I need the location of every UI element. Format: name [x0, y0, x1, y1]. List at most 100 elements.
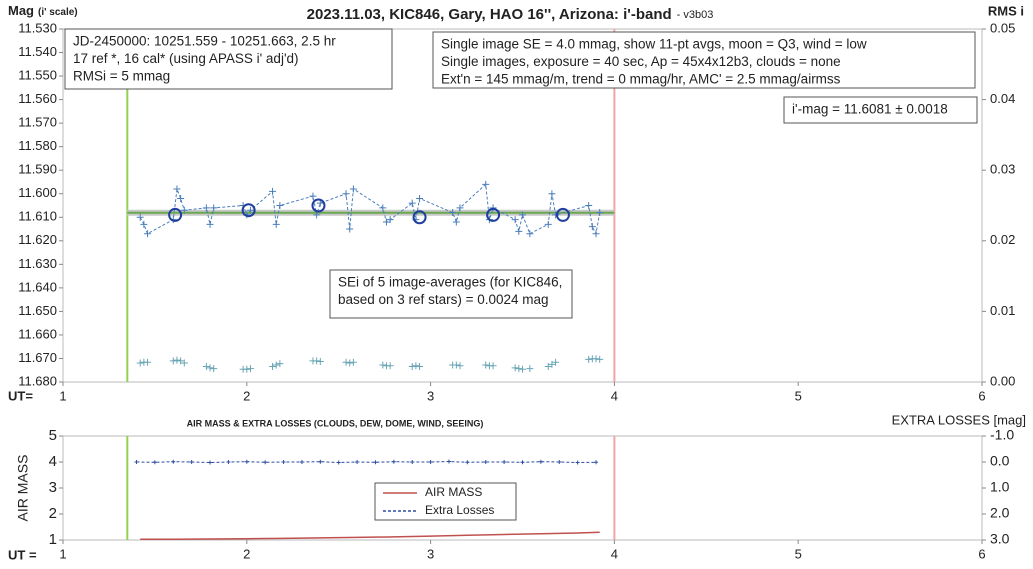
data-point [189, 460, 194, 464]
y2-tick-label: 0.00 [990, 373, 1015, 388]
data-point [456, 204, 464, 212]
annotation-text: based on 3 ref stars) = 0.0024 mag [338, 292, 549, 307]
data-point [177, 357, 185, 365]
data-point [313, 357, 321, 365]
data-point [412, 362, 420, 370]
y-tick-label: 5 [49, 427, 57, 444]
data-point [519, 365, 526, 373]
x-axis-label: UT = [8, 547, 37, 562]
data-point [452, 361, 460, 369]
annotation-text: i'-mag = 11.6081 ± 0.0018 [792, 102, 948, 117]
data-point [515, 365, 523, 373]
data-point [342, 358, 350, 366]
data-point [428, 460, 433, 464]
data-point [588, 223, 596, 231]
y2-tick-label: 1.0 [990, 479, 1010, 495]
data-point [136, 359, 144, 367]
data-point [144, 230, 152, 238]
data-point [408, 362, 416, 370]
annotation-text: RMSi = 5 mmag [73, 69, 170, 84]
data-point [276, 360, 284, 368]
data-point [596, 209, 604, 217]
y-tick-label: 11.640 [18, 279, 57, 294]
data-point [272, 220, 280, 228]
data-point [173, 356, 181, 364]
x-axis-label: UT= [8, 388, 33, 403]
data-point [246, 206, 254, 214]
annotation-text: JD-2450000: 10251.559 - 10251.663, 2.5 h… [73, 34, 336, 49]
title-text: 2023.11.03, KIC846, Gary, HAO 16'', Ariz… [307, 6, 672, 23]
data-point [410, 460, 415, 464]
average-point [241, 203, 256, 218]
x-tick-label: 6 [978, 388, 985, 403]
data-point [206, 364, 214, 372]
data-point [502, 460, 507, 464]
subtitle: - v3b03 [677, 9, 714, 21]
y2-tick-label: 0.02 [990, 232, 1015, 247]
data-point [386, 362, 394, 370]
data-point [309, 192, 317, 200]
data-point [316, 358, 324, 366]
plot-frame [62, 435, 983, 541]
data-point [585, 202, 593, 209]
data-point [243, 365, 251, 373]
y-tick-label: 4 [49, 453, 57, 470]
data-point [169, 357, 177, 365]
annotation-box [432, 31, 976, 89]
x-tick-label: 3 [427, 388, 434, 403]
y2-axis-label: RMS i [988, 3, 1024, 18]
data-point [134, 460, 139, 464]
annotation-box [329, 269, 573, 319]
x-tick-label: 4 [611, 546, 618, 561]
data-point [246, 365, 254, 373]
data-point [544, 220, 552, 228]
data-point [263, 460, 268, 465]
chart-title: AIR MASS & EXTRA LOSSES (CLOUDS, DEW, DO… [187, 418, 484, 428]
x-tick-label: 1 [59, 388, 66, 403]
data-point [313, 211, 321, 219]
data-point [483, 460, 488, 464]
series-line [140, 531, 600, 540]
data-point [594, 460, 599, 465]
data-point [173, 185, 181, 193]
data-point [244, 459, 249, 464]
data-point [382, 218, 390, 226]
data-point [391, 459, 396, 464]
data-point [520, 460, 525, 465]
data-point [342, 190, 350, 198]
y-tick-label: 11.650 [18, 303, 57, 318]
average-point [412, 210, 427, 225]
y-tick-label: 11.600 [18, 185, 57, 200]
data-point [482, 361, 490, 369]
data-point [548, 360, 556, 368]
data-point [386, 216, 394, 224]
data-point [269, 362, 277, 370]
data-point [177, 194, 185, 202]
data-point [226, 460, 231, 464]
y-tick-label: 11.620 [18, 232, 57, 247]
x-tick-label: 5 [795, 388, 802, 403]
data-point [416, 194, 424, 202]
data-point [349, 358, 357, 366]
data-point [538, 459, 543, 464]
y-tick-label: 11.610 [18, 209, 57, 224]
x-tick-label: 6 [978, 546, 985, 561]
y-axis-label: AIR MASS [15, 455, 31, 522]
data-point [416, 362, 424, 370]
y2-axis-label: EXTRA LOSSES [mag] [892, 412, 1026, 427]
data-point [526, 365, 534, 373]
average-point [168, 207, 183, 222]
data-point [355, 460, 360, 464]
data-point [206, 220, 214, 228]
data-point [408, 199, 416, 207]
y-axis-label: Mag (i' scale) [8, 3, 78, 18]
y2-tick-label: 0.01 [990, 303, 1015, 318]
data-point [596, 355, 604, 363]
average-point [555, 207, 570, 222]
data-point [276, 202, 284, 209]
chart-title: 2023.11.03, KIC846, Gary, HAO 16'', Ariz… [307, 6, 714, 23]
data-point [592, 355, 600, 363]
data-point [519, 211, 526, 219]
data-point [511, 364, 519, 372]
